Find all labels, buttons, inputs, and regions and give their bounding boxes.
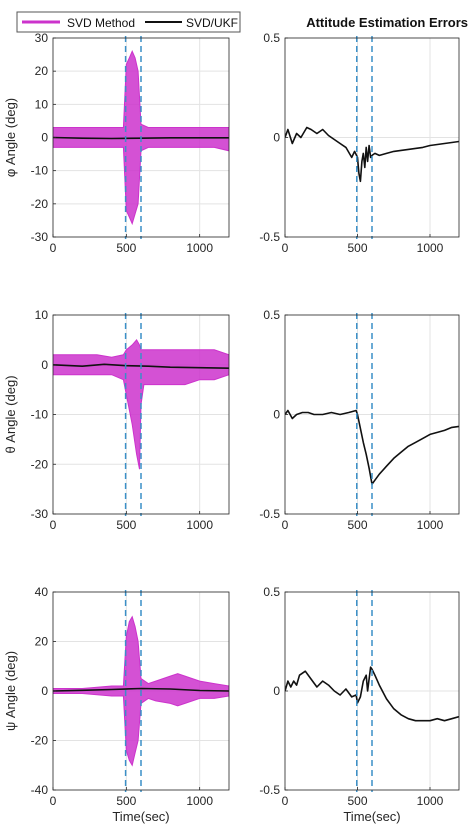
x-tick-label: 500 [347,794,367,808]
y-tick-label: 0 [273,684,280,698]
y-tick-label: 40 [35,585,49,599]
subplot-r0-c1: 0 500 1000-0.500.5 [259,31,460,255]
x-tick-label: 500 [347,241,367,255]
y-axis-label: θ Angle (deg) [3,375,18,453]
series-svd-ukf-line [285,409,459,485]
y-tick-label: 0 [41,131,48,145]
y-tick-label: 0 [41,684,48,698]
x-tick-label: 1000 [417,518,444,532]
y-tick-label: -0.5 [259,230,280,244]
x-tick-label: 0 [282,241,289,255]
x-axis-label: Time(sec) [343,809,400,824]
x-tick-label: 500 [347,518,367,532]
series-layer [285,409,459,485]
subplot-r2-c0: 0 500 1000 -40 -20 0 20 40 ψ Angle (deg) Time(sec… [3,585,230,824]
legend-label-svd-method: SVD Method [67,16,135,30]
x-tick-label: 0 [50,241,57,255]
x-tick-label: 1000 [417,241,444,255]
x-tick-label: 0 [50,518,57,532]
subplot-r1-c1: 0 500 1000-0.500.5 [259,308,460,532]
x-tick-label: 0 [282,518,289,532]
x-tick-label: 1000 [186,794,213,808]
x-tick-label: 1000 [186,241,213,255]
y-tick-label: -30 [31,230,49,244]
y-tick-label: -40 [31,783,49,797]
subplot-r1-c0: 0 500 1000 -30 -20 -10 0 10 θ Angle (deg) [3,308,230,532]
series-svd-ukf-line [285,126,459,183]
x-tick-label: 0 [50,794,57,808]
y-tick-label: -20 [31,197,49,211]
y-axis-label: ψ Angle (deg) [3,651,18,731]
x-tick-label: 500 [116,241,136,255]
series-svd-ukf-line [285,666,459,722]
figure-title: Attitude Estimation Errors [306,15,468,30]
y-tick-label: 10 [35,97,49,111]
series-svd-ukf-line [53,687,229,692]
legend-box [16,11,241,33]
y-tick-label: 20 [35,64,49,78]
y-tick-label: 0.5 [263,308,280,322]
y-tick-label: -0.5 [259,507,280,521]
x-axis-label: Time(sec) [112,809,169,824]
y-tick-label: 0.5 [263,31,280,45]
y-tick-label: -20 [31,734,49,748]
legend-label-svd-ukf: SVD/UKF [186,16,238,30]
x-tick-label: 1000 [186,518,213,532]
series-svd-ukf-line [53,363,229,369]
y-tick-label: 20 [35,635,49,649]
y-tick-label: 30 [35,31,49,45]
x-tick-label: 500 [116,518,136,532]
y-tick-label: -30 [31,507,49,521]
y-axis-label: φ Angle (deg) [3,98,18,177]
y-tick-label: 0 [273,408,280,422]
y-tick-label: 0 [41,358,48,372]
y-tick-label: -10 [31,164,49,178]
x-tick-label: 0 [282,794,289,808]
y-tick-label: 0 [273,131,280,145]
y-tick-label: -20 [31,457,49,471]
x-tick-label: 1000 [417,794,444,808]
series-layer [285,666,459,722]
y-tick-label: 0.5 [263,585,280,599]
y-tick-label: -0.5 [259,783,280,797]
y-tick-label: -10 [31,408,49,422]
legend: SVD Method SVD/UKF [16,11,241,33]
subplot-r0-c0: 0 500 1000 -30 -20 -10 0 10 20 30 φ Angle (deg) [3,31,230,255]
y-tick-label: 10 [35,308,49,322]
series-layer [285,126,459,183]
x-tick-label: 500 [116,794,136,808]
